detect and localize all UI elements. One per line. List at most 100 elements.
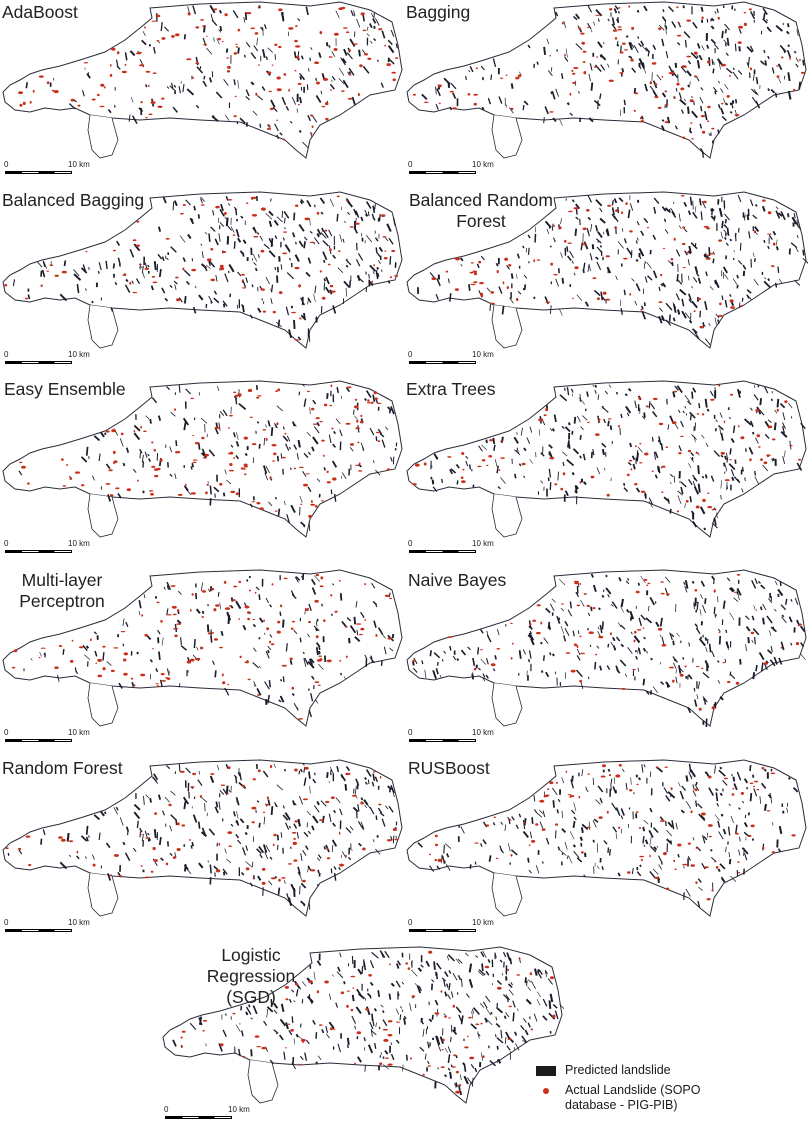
predicted-landslide-mark — [407, 1055, 408, 1061]
actual-landslide-mark — [357, 442, 359, 444]
actual-landslide-mark — [607, 205, 611, 207]
actual-landslide-mark — [92, 99, 96, 101]
actual-landslide-mark — [350, 976, 355, 978]
actual-landslide-mark — [295, 45, 300, 47]
actual-landslide-mark — [384, 257, 388, 259]
actual-landslide-mark — [319, 1024, 323, 1026]
actual-landslide-mark — [310, 114, 313, 116]
actual-landslide-mark — [212, 632, 215, 634]
predicted-landslide-mark — [644, 413, 645, 418]
predicted-landslide-mark — [512, 273, 513, 278]
actual-landslide-mark — [174, 408, 176, 411]
actual-landslide-mark — [294, 40, 298, 43]
actual-landslide-mark — [448, 636, 453, 638]
predicted-landslide-mark — [378, 60, 379, 62]
predicted-landslide-mark — [726, 29, 727, 33]
actual-landslide-mark — [233, 234, 236, 236]
actual-landslide-mark — [629, 230, 633, 232]
scale-bar-graphic — [409, 929, 476, 932]
actual-landslide-mark — [353, 43, 358, 44]
predicted-landslide-mark — [625, 394, 627, 396]
actual-landslide-mark — [793, 89, 795, 91]
predicted-landslide-mark — [544, 117, 545, 123]
predicted-landslide-mark — [209, 233, 210, 241]
actual-landslide-mark — [255, 93, 257, 96]
actual-landslide-mark — [646, 405, 649, 407]
predicted-landslide-mark — [550, 653, 551, 656]
actual-landslide-mark — [473, 281, 477, 283]
actual-landslide-mark — [485, 966, 489, 969]
actual-landslide-mark — [314, 600, 318, 603]
actual-landslide-mark — [734, 592, 737, 593]
actual-landslide-mark — [756, 610, 758, 611]
predicted-landslide-mark — [563, 278, 564, 284]
actual-landslide-mark — [568, 243, 572, 244]
actual-landslide-mark — [313, 424, 317, 425]
actual-landslide-mark — [229, 470, 234, 472]
actual-landslide-mark — [205, 491, 208, 494]
actual-landslide-mark — [702, 131, 705, 134]
map-panel-logistic-regression-sgd: Logistic Regression (SGD) 0 10 km — [160, 945, 564, 1135]
actual-landslide-mark — [665, 767, 668, 768]
predicted-landslide-mark — [719, 869, 720, 872]
actual-landslide-mark — [219, 843, 221, 846]
predicted-landslide-mark — [331, 869, 332, 874]
actual-landslide-mark — [263, 812, 266, 813]
predicted-landslide-mark — [372, 1014, 373, 1021]
actual-landslide-mark — [308, 515, 312, 518]
predicted-landslide-mark — [256, 268, 257, 271]
actual-landslide-mark — [556, 782, 558, 784]
actual-landslide-mark — [193, 460, 198, 461]
predicted-landslide-mark — [210, 865, 211, 874]
actual-landslide-mark — [549, 111, 553, 113]
predicted-landslide-mark — [366, 272, 367, 275]
actual-landslide-mark — [170, 585, 175, 587]
actual-landslide-mark — [180, 213, 184, 215]
actual-landslide-mark — [598, 636, 603, 639]
actual-landslide-mark — [123, 659, 126, 662]
actual-landslide-mark — [325, 801, 329, 803]
actual-landslide-mark — [702, 499, 706, 502]
predicted-landslide-mark — [243, 306, 244, 312]
actual-landslide-mark — [478, 261, 481, 264]
actual-landslide-mark — [61, 458, 64, 460]
actual-landslide-mark — [661, 593, 665, 595]
actual-landslide-mark — [294, 769, 298, 772]
actual-landslide-mark — [380, 776, 382, 779]
actual-landslide-mark — [638, 397, 641, 400]
actual-landslide-mark — [459, 1084, 462, 1086]
actual-landslide-mark — [354, 1063, 356, 1065]
predicted-landslide-mark — [636, 241, 637, 244]
actual-landslide-mark — [300, 504, 302, 505]
actual-landslide-mark — [581, 42, 585, 45]
actual-landslide-mark — [317, 990, 319, 993]
actual-landslide-mark — [136, 221, 139, 223]
actual-landslide-mark — [111, 48, 115, 51]
actual-landslide-mark — [177, 609, 179, 612]
actual-landslide-mark — [388, 1020, 393, 1022]
actual-landslide-mark — [54, 90, 59, 93]
actual-landslide-mark — [639, 827, 642, 829]
actual-landslide-mark — [682, 243, 686, 245]
predicted-landslide-mark — [215, 493, 216, 497]
actual-landslide-mark — [640, 309, 642, 311]
actual-landslide-mark — [754, 230, 756, 233]
predicted-landslide-mark — [620, 428, 621, 436]
actual-landslide-mark — [473, 271, 477, 273]
predicted-landslide-mark — [671, 482, 672, 484]
predicted-landslide-mark — [464, 1064, 465, 1072]
actual-landslide-mark — [166, 238, 170, 240]
scale-zero-label: 0 — [408, 539, 412, 548]
predicted-landslide-mark — [173, 202, 174, 211]
actual-landslide-mark — [6, 847, 9, 849]
actual-landslide-mark — [253, 236, 258, 238]
actual-landslide-mark — [139, 249, 141, 251]
predicted-landslide-mark — [622, 599, 623, 607]
predicted-landslide-mark — [155, 829, 156, 838]
actual-landslide-mark — [261, 208, 266, 211]
predicted-landslide-mark — [582, 827, 583, 833]
actual-landslide-mark — [334, 48, 338, 51]
predicted-landslide-mark — [304, 241, 305, 248]
actual-landslide-mark — [341, 90, 345, 92]
predicted-landslide-mark — [699, 484, 700, 493]
